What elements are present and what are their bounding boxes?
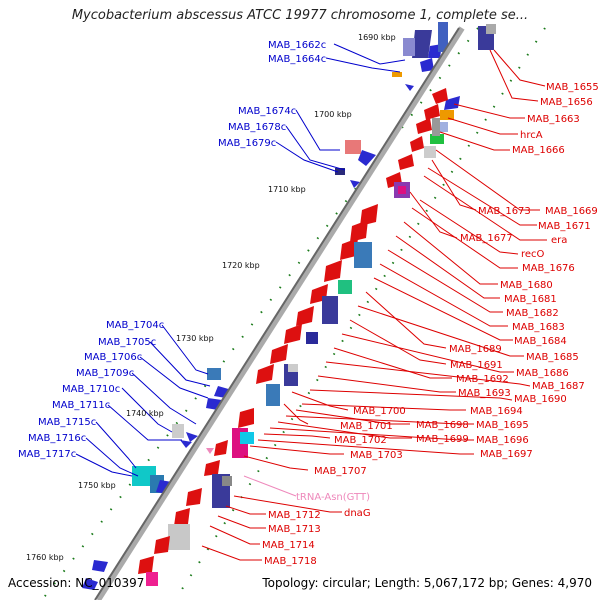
scale-ticks: 1690 kbp 1700 kbp 1710 kbp 1720 kbp 1730 kbp…	[26, 33, 396, 562]
gene-label[interactable]: MAB_1674c	[238, 106, 296, 117]
gene-label[interactable]: MAB_1715c	[38, 417, 96, 428]
rna-label-connector	[243, 475, 297, 497]
genome-axis-shadow	[95, 26, 465, 600]
gene-label[interactable]: MAB_1717c	[18, 449, 76, 460]
gene-label[interactable]: MAB_1698	[416, 420, 469, 431]
reverse-label-connectors	[201, 49, 547, 561]
gene-label[interactable]: MAB_1693	[458, 388, 511, 399]
gene-label[interactable]: MAB_1685	[526, 352, 579, 363]
accession-text: Accession: NC_010397	[8, 576, 145, 590]
sequence-summary: Topology: circular; Length: 5,067,172 bp…	[262, 576, 592, 590]
gene-label[interactable]: MAB_1686	[516, 368, 569, 379]
gene-label[interactable]: MAB_1707	[314, 466, 367, 477]
gene-label[interactable]: MAB_1682	[506, 308, 559, 319]
gene-label[interactable]: MAB_1671	[538, 221, 591, 232]
gene-label[interactable]: MAB_1662c	[268, 40, 326, 51]
genome-axis	[94, 27, 460, 600]
gene-label[interactable]: MAB_1704c	[106, 320, 164, 331]
gene-label[interactable]: MAB_1666	[512, 145, 565, 156]
gene-label[interactable]: MAB_1716c	[28, 433, 86, 444]
gene-label[interactable]: dnaG	[344, 508, 371, 519]
gene-label[interactable]: MAB_1695	[476, 420, 529, 431]
gene-label[interactable]: MAB_1656	[540, 97, 593, 108]
scale-tick-label: 1730 kbp	[176, 334, 214, 343]
scale-tick-label: 1740 kbp	[126, 409, 164, 418]
gene-label[interactable]: MAB_1712	[268, 510, 321, 521]
scale-tick-label: 1710 kbp	[268, 185, 306, 194]
gene-label[interactable]: MAB_1703	[350, 450, 403, 461]
scale-tick-label: 1700 kbp	[314, 110, 352, 119]
gene-label[interactable]: MAB_1689	[449, 344, 502, 355]
sequence-title: Mycobacterium abscessus ATCC 19977 chrom…	[71, 8, 529, 23]
gene-label[interactable]: tRNA-Asn(GTT)	[296, 492, 370, 503]
gene-label[interactable]: MAB_1709c	[76, 368, 134, 379]
gene-label[interactable]: recO	[521, 249, 545, 260]
gene-label[interactable]: MAB_1718	[264, 556, 317, 567]
gene-label[interactable]: MAB_1694	[470, 406, 523, 417]
gene-label[interactable]: MAB_1679c	[218, 138, 276, 149]
gene-label[interactable]: MAB_1655	[546, 82, 599, 93]
gene-label[interactable]: hrcA	[520, 130, 543, 141]
gene-label[interactable]: MAB_1710c	[62, 384, 120, 395]
gene-label[interactable]: MAB_1705c	[98, 337, 156, 348]
gene-label[interactable]: MAB_1687	[532, 381, 585, 392]
gene-label[interactable]: MAB_1673	[478, 206, 531, 217]
scale-tick-label: 1720 kbp	[222, 261, 260, 270]
gene-label[interactable]: MAB_1711c	[52, 400, 110, 411]
gene-label[interactable]: MAB_1683	[512, 322, 565, 333]
gene-label[interactable]: MAB_1691	[450, 360, 503, 371]
gene-labels: MAB_1662c MAB_1664c MAB_1674c MAB_1678c MAB_…	[18, 40, 599, 567]
gene-label[interactable]: MAB_1700	[353, 406, 406, 417]
gene-label[interactable]: MAB_1676	[522, 263, 575, 274]
gene-label[interactable]: MAB_1701	[340, 421, 393, 432]
gene-label[interactable]: MAB_1678c	[228, 122, 286, 133]
gene-label[interactable]: MAB_1696	[476, 435, 529, 446]
scale-tick-label: 1760 kbp	[26, 553, 64, 562]
scale-tick-label: 1690 kbp	[358, 33, 396, 42]
gene-label[interactable]: MAB_1702	[334, 435, 387, 446]
gene-label[interactable]: MAB_1677	[460, 233, 513, 244]
forward-label-connectors	[75, 43, 406, 477]
reverse-genes[interactable]	[138, 24, 496, 586]
gene-label[interactable]: era	[551, 235, 567, 246]
gene-label[interactable]: MAB_1699	[416, 434, 469, 445]
gene-label[interactable]: MAB_1690	[514, 394, 567, 405]
gene-label[interactable]: MAB_1713	[268, 524, 321, 535]
gene-label[interactable]: MAB_1664c	[268, 54, 326, 65]
gene-label[interactable]: MAB_1692	[456, 374, 509, 385]
scale-tick-label: 1750 kbp	[78, 481, 116, 490]
gene-label[interactable]: MAB_1681	[504, 294, 557, 305]
gene-label[interactable]: MAB_1669	[545, 206, 598, 217]
gene-label[interactable]: MAB_1684	[514, 336, 567, 347]
gene-label[interactable]: MAB_1714	[262, 540, 315, 551]
gene-label[interactable]: MAB_1680	[500, 280, 553, 291]
gene-label[interactable]: MAB_1706c	[84, 352, 142, 363]
gene-label[interactable]: MAB_1697	[480, 449, 533, 460]
gene-label[interactable]: MAB_1663	[527, 114, 580, 125]
